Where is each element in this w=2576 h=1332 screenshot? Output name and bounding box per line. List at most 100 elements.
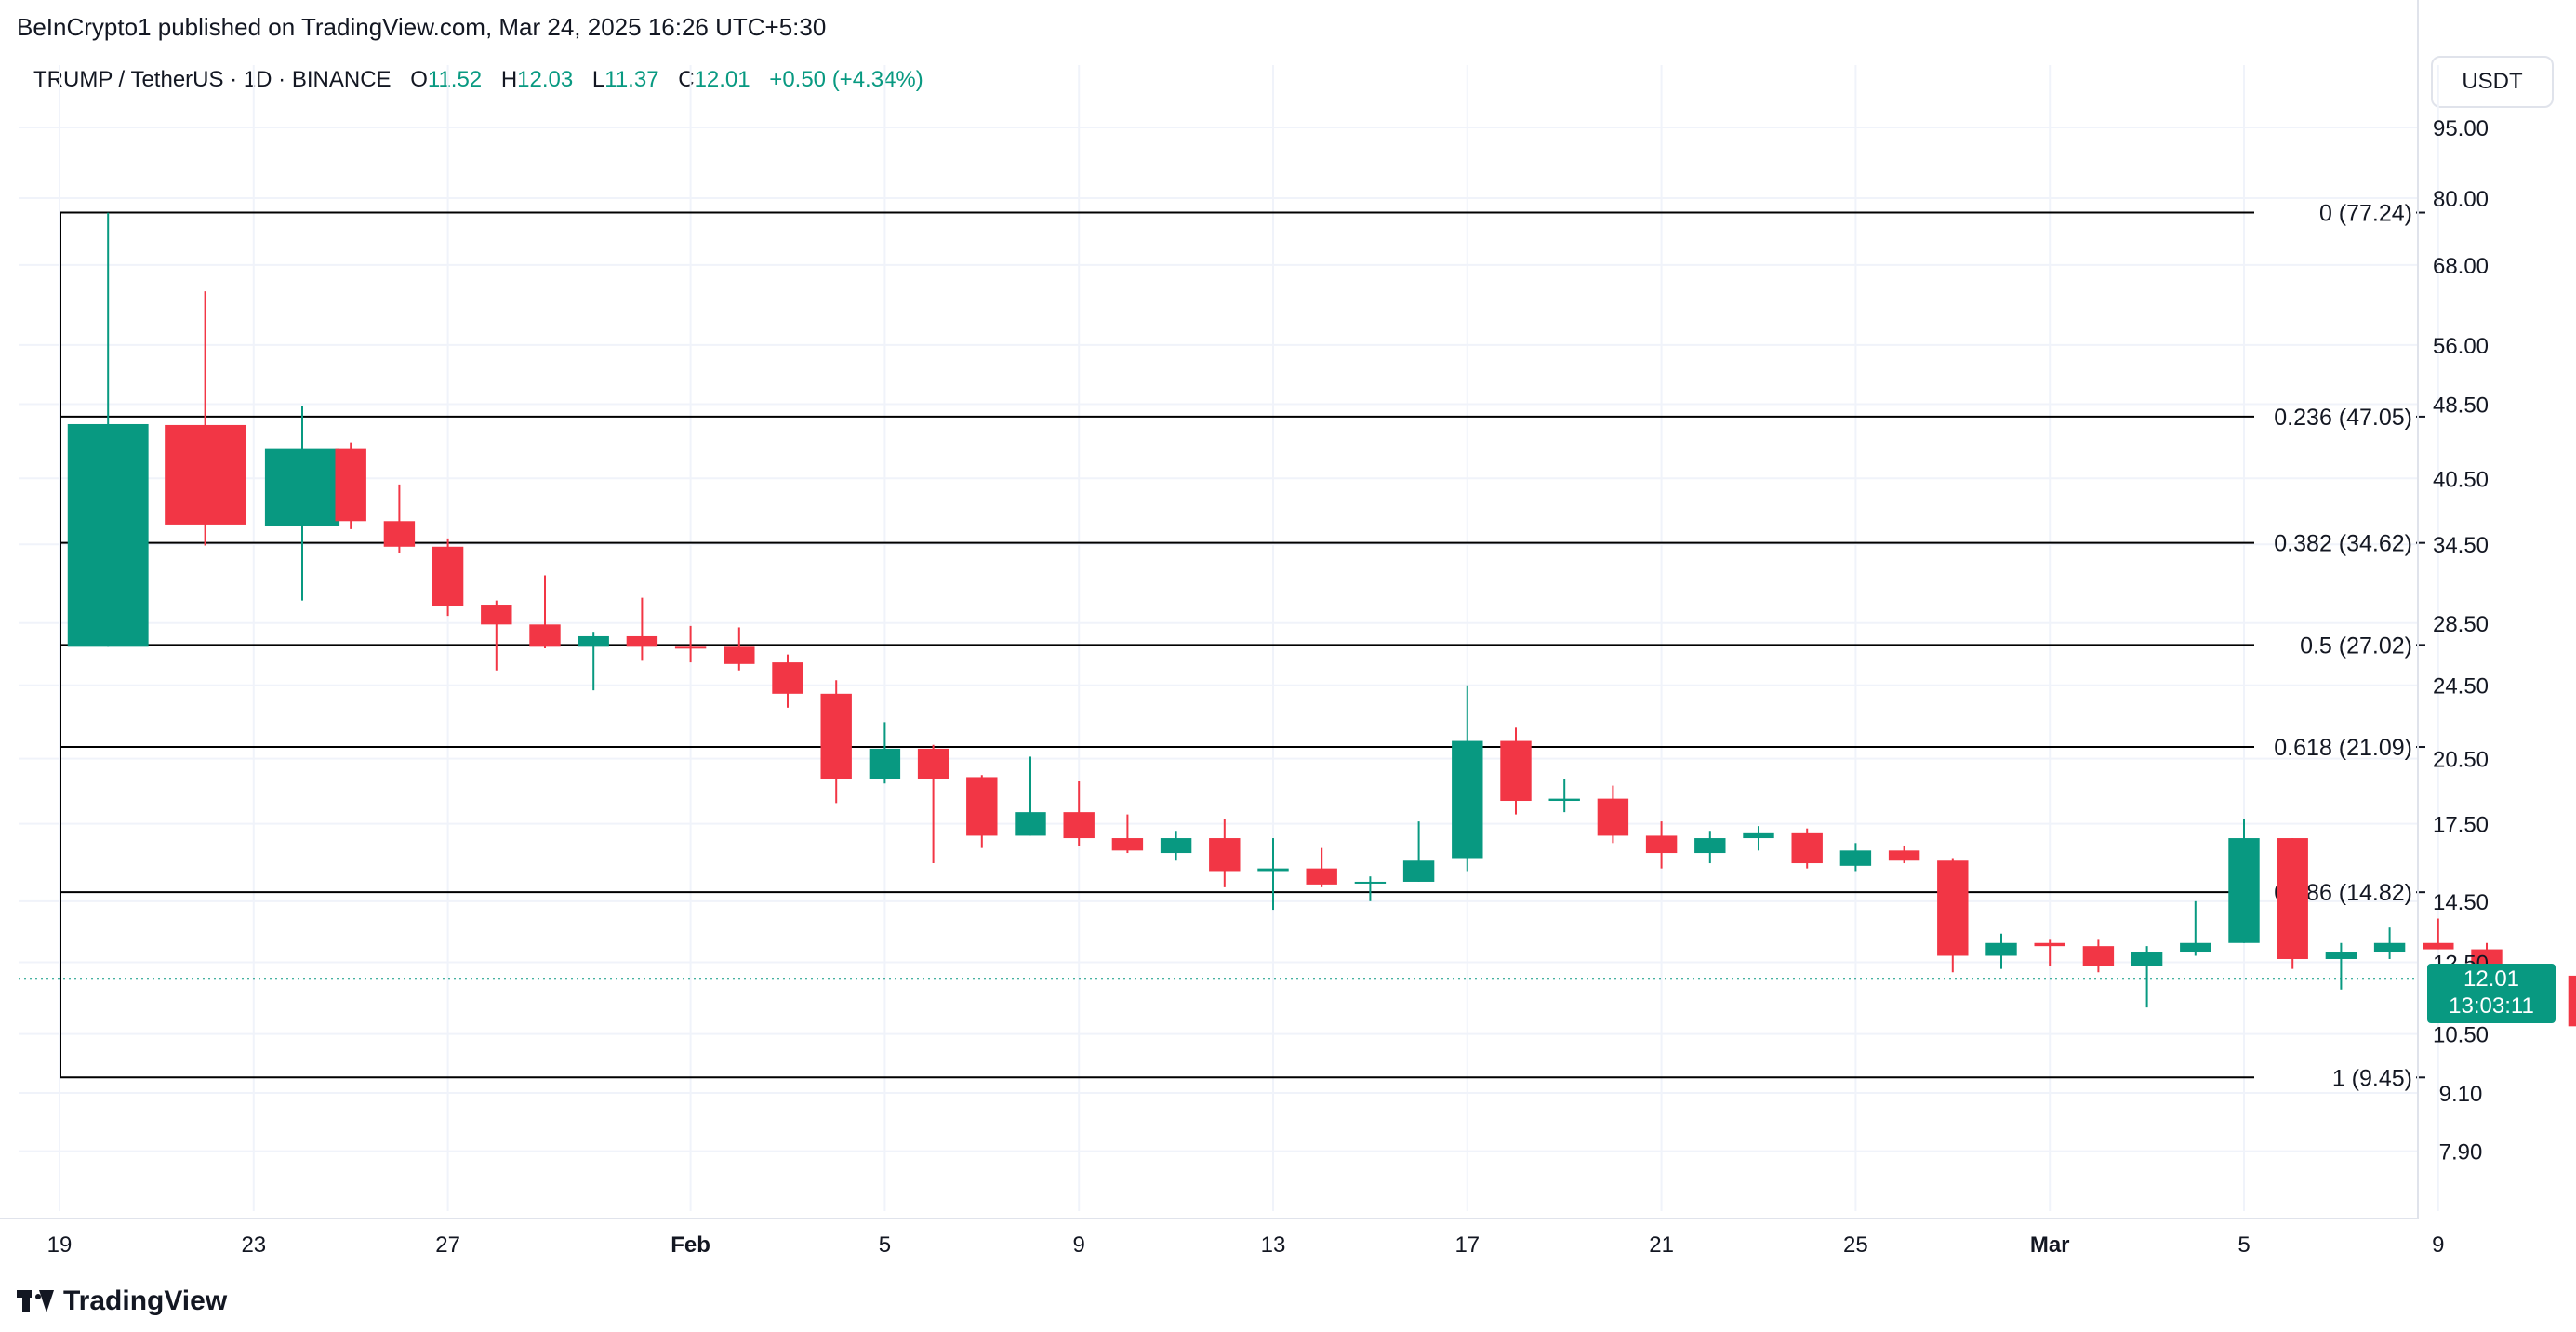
candle-down — [165, 291, 246, 546]
candle-body — [1063, 812, 1095, 839]
candle-body — [917, 748, 949, 779]
last-price-tag: 12.01 13:03:11 — [2427, 964, 2556, 1023]
candle-body — [2082, 946, 2115, 966]
candle-up — [2228, 819, 2260, 943]
candle-up — [1985, 933, 2017, 969]
candle-down — [1888, 845, 1920, 864]
low-label: L — [591, 67, 605, 92]
y-tick-label: 7.90 — [2439, 1140, 2483, 1166]
high-value: 12.03 — [517, 67, 574, 92]
candle-body — [67, 423, 149, 647]
candle-body — [626, 635, 658, 647]
candle-up — [1402, 821, 1435, 882]
fibonacci-retracement: 0 (77.24) 0.236 (47.05) 0.382 (34.62) 0.5 (… — [60, 201, 2425, 1091]
candle-body — [2325, 952, 2357, 959]
candle-body — [383, 521, 416, 547]
candle-down — [529, 575, 561, 648]
change-value: +0.50 (+4.34%) — [769, 67, 923, 92]
candle-up — [2373, 927, 2406, 959]
candle-body — [1500, 740, 1532, 802]
candle-down — [383, 484, 416, 553]
candle-body — [1111, 838, 1144, 851]
candle-body — [1597, 798, 1629, 836]
candle-down — [432, 538, 464, 617]
candle-up — [264, 406, 340, 601]
candle-up — [67, 212, 149, 647]
x-tick-label: 13 — [1261, 1232, 1286, 1258]
symbol-title[interactable]: TRUMP / TetherUS · 1D · BINANCE — [33, 67, 392, 92]
brand-name: TradingView — [63, 1285, 228, 1316]
candle-down — [674, 625, 707, 663]
high-label: H — [500, 67, 518, 92]
candle-down — [1597, 785, 1629, 844]
y-tick-label: 10.50 — [2433, 1023, 2489, 1048]
candle-body — [335, 448, 366, 522]
candle-up — [1548, 779, 1580, 813]
tradingview-brand[interactable]: TradingView — [17, 1285, 227, 1317]
candle-up — [1839, 843, 1872, 872]
x-tick-label: 19 — [47, 1232, 73, 1258]
candle-down — [724, 627, 755, 671]
candle-body — [1645, 835, 1678, 854]
symbol-legend: TRUMP / TetherUS · 1D · BINANCE O11.52 H… — [33, 67, 923, 93]
y-tick-label: 80.00 — [2433, 187, 2489, 212]
candle-down — [1500, 727, 1532, 815]
candle-body — [264, 448, 340, 526]
y-tick-label: 28.50 — [2433, 612, 2489, 637]
candle-up — [1257, 838, 1289, 911]
candle-up — [1354, 876, 1387, 901]
candle-down — [626, 597, 658, 661]
candle-down — [2568, 975, 2576, 1027]
x-tick-label: 25 — [1843, 1232, 1868, 1258]
candle-up — [1015, 756, 1046, 836]
candle-down — [2034, 939, 2065, 966]
candle-body — [578, 635, 609, 647]
candle-body — [481, 605, 512, 625]
candle-body — [2180, 942, 2211, 953]
candle-up — [1694, 831, 1726, 864]
countdown-timer: 13:03:11 — [2449, 993, 2534, 1019]
candle-body — [1548, 798, 1580, 802]
candle-down — [966, 775, 998, 848]
y-tick-label: 20.50 — [2433, 748, 2489, 773]
candle-down — [1209, 819, 1241, 887]
grid-layer — [19, 65, 2439, 1211]
candle-body — [1839, 850, 1872, 866]
candle-down — [2277, 838, 2308, 969]
x-tick-label: 21 — [1649, 1232, 1674, 1258]
x-tick-label: 23 — [241, 1232, 266, 1258]
fib-level-label: 0 (77.24) — [2319, 201, 2412, 227]
candle-body — [1306, 868, 1337, 885]
candle-up — [2131, 946, 2163, 1008]
y-tick-label: 95.00 — [2433, 116, 2489, 141]
x-tick-label: 5 — [2237, 1232, 2250, 1258]
candle-body — [2228, 838, 2260, 943]
candle-body — [2423, 942, 2454, 950]
candle-body — [2373, 942, 2406, 953]
x-tick-label: 5 — [879, 1232, 891, 1258]
candle-body — [820, 693, 852, 779]
candle-down — [1937, 858, 1969, 973]
candle-body — [869, 748, 901, 779]
candle-body — [1452, 740, 1483, 859]
candle-body — [432, 546, 464, 606]
currency-button[interactable]: USDT — [2431, 56, 2554, 108]
y-tick-label: 34.50 — [2433, 533, 2489, 558]
candle-body — [1937, 860, 1969, 956]
candle-down — [1111, 814, 1144, 854]
candle-down — [2082, 939, 2115, 973]
candle-down — [1791, 828, 1823, 869]
candle-body — [1257, 868, 1289, 872]
candle-up — [2180, 900, 2211, 956]
candle-body — [1694, 838, 1726, 854]
candle-up — [1160, 831, 1192, 861]
candle-down — [1063, 780, 1095, 846]
candle-body — [165, 424, 246, 525]
candle-body — [1160, 838, 1192, 854]
close-value: 12.01 — [694, 67, 750, 92]
candle-body — [1985, 942, 2017, 956]
x-tick-label: 17 — [1454, 1232, 1480, 1258]
candle-body — [674, 646, 707, 649]
y-tick-label: 24.50 — [2433, 674, 2489, 699]
